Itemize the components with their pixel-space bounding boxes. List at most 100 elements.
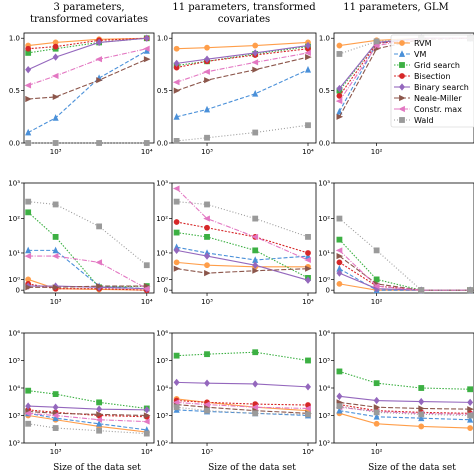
data-point (173, 138, 180, 144)
chart-panel: 0 10⁰ 10¹ 10² 10³ 10³ 10⁴ (8, 180, 155, 306)
series-line-rvm (339, 412, 471, 429)
data-point (373, 413, 380, 420)
data-point (204, 407, 210, 414)
data-point (143, 34, 150, 42)
series-line-wald (176, 406, 309, 415)
data-point (204, 379, 211, 387)
legend-marker (399, 94, 406, 102)
series-line-wald (339, 218, 471, 291)
y-tick-label: 10⁶ (8, 330, 20, 338)
y-tick-label: 0.5 (9, 87, 20, 95)
series-line-wald (28, 423, 147, 435)
data-point (24, 410, 32, 417)
data-point (336, 236, 343, 243)
y-tick-label: 10² (318, 215, 330, 223)
axes-frame (171, 32, 317, 144)
x-tick-label: 10² (371, 148, 383, 156)
series-line-neale-miller (339, 401, 471, 410)
chart-panel: 0 10⁰ 10¹ 10² 10³ 10³ 10⁴ (156, 180, 317, 306)
series-line-vm (176, 246, 309, 261)
x-tick-label: 10⁴ (302, 298, 314, 306)
data-point (305, 411, 311, 418)
data-point (24, 253, 32, 260)
data-point (305, 122, 311, 129)
data-point (204, 44, 210, 51)
series-line-constr-max (176, 52, 309, 83)
y-tick-label: 10² (318, 440, 330, 448)
legend-entry-vm: VM (414, 50, 426, 59)
data-point (25, 198, 32, 205)
series-line-grid-search (176, 351, 309, 362)
data-point (25, 65, 32, 74)
data-point (304, 49, 311, 56)
chart-panel: 0 10⁰ 10¹ 10² 10³ 10² (318, 180, 474, 306)
data-point (251, 233, 259, 240)
data-point (204, 351, 210, 358)
y-tick-label: 10² (8, 215, 20, 223)
data-point (25, 246, 32, 254)
y-tick-label: 0.5 (319, 87, 330, 95)
data-point (418, 405, 425, 412)
data-point (25, 209, 32, 216)
data-point (418, 414, 425, 422)
y-tick-label: 10³ (156, 180, 168, 188)
data-point (252, 42, 259, 49)
series-line-rvm (176, 41, 309, 50)
series-line-constr-max (28, 412, 147, 423)
series-line-binary-search (176, 249, 309, 281)
y-tick-label: 10³ (8, 180, 20, 188)
data-point (305, 265, 312, 272)
y-tick-label: 10³ (318, 412, 330, 420)
series-line-bisection (176, 221, 309, 254)
chart-panel: 0.0 0.5 1.0 10³ 10⁴ (157, 32, 317, 156)
data-point (96, 283, 103, 290)
data-point (252, 349, 259, 356)
data-point (252, 215, 259, 222)
data-point (52, 425, 59, 431)
data-point (172, 79, 180, 86)
data-point (467, 425, 474, 431)
y-tick-label: 0 (164, 287, 168, 295)
data-point (304, 405, 311, 412)
data-point (252, 90, 259, 97)
data-point (373, 380, 380, 387)
data-point (418, 411, 425, 418)
series-line-grid-search (176, 46, 309, 67)
data-point (305, 383, 311, 391)
series-line-bisection (28, 409, 147, 418)
data-point (25, 284, 32, 291)
data-point (96, 420, 103, 427)
series-line-vm (339, 268, 471, 291)
data-point (336, 403, 343, 409)
data-point (204, 262, 210, 269)
series-line-constr-max (339, 249, 471, 291)
data-point (252, 49, 259, 57)
y-tick-label: 10⁵ (318, 357, 330, 365)
data-point (336, 259, 343, 266)
series-line-vm (176, 69, 309, 118)
data-point (252, 66, 259, 73)
x-tick-label: 10³ (50, 148, 62, 156)
data-point (25, 95, 32, 103)
data-point (52, 43, 59, 50)
column-title: transformed covariates (30, 14, 148, 25)
data-point (52, 391, 59, 398)
column-title: 11 parameters, GLM (343, 2, 448, 13)
series-line-binary-search (176, 381, 309, 388)
chart-panel: 10² 10³ 10⁴ 10⁵ 10⁶ 10³ 10⁴ (156, 330, 317, 456)
legend-marker (399, 62, 405, 68)
y-tick-label: 10² (156, 440, 168, 448)
data-point (204, 234, 210, 240)
y-tick-label: 10¹ (318, 249, 330, 257)
axes-frame (333, 332, 474, 444)
data-point (203, 68, 210, 75)
legend-entry-wald: Wald (414, 116, 434, 125)
series-line-wald (28, 201, 148, 266)
y-tick-label: 10² (156, 215, 168, 223)
data-point (204, 55, 211, 63)
data-point (252, 247, 259, 254)
data-point (95, 56, 103, 63)
series-line-binary-search (27, 37, 147, 71)
column-title: covariates (218, 14, 270, 25)
